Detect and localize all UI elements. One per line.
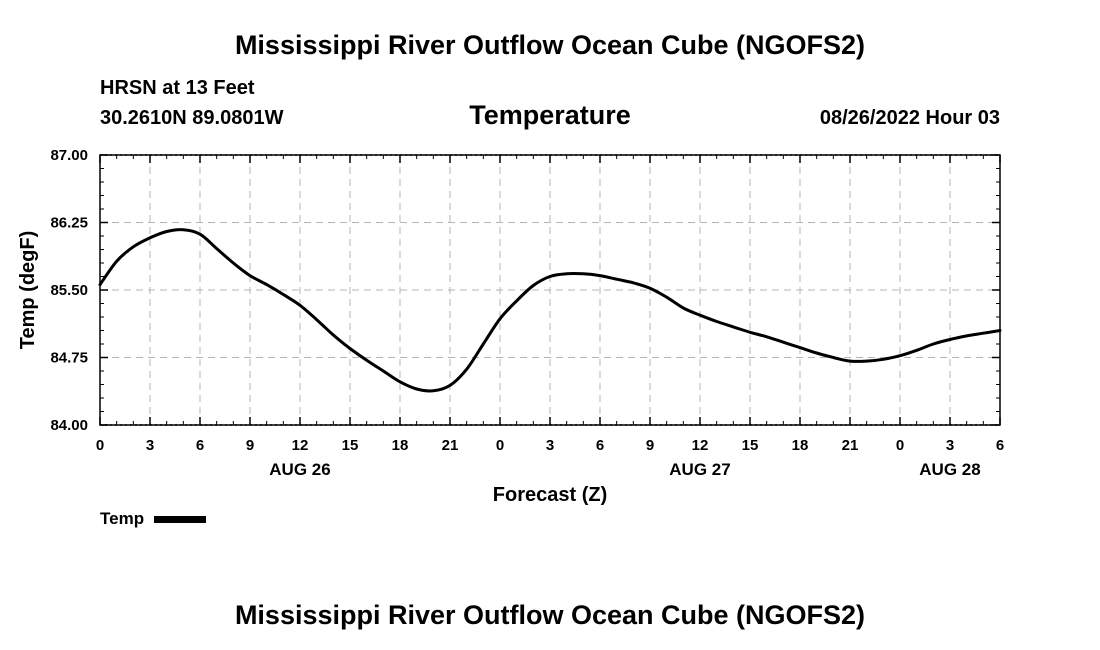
y-tick-label: 84.75 [50, 350, 88, 367]
chart-title-top: Mississippi River Outflow Ocean Cube (NG… [234, 30, 866, 60]
x-tick-label: 12 [692, 437, 709, 454]
y-tick-label: 84.00 [50, 417, 88, 434]
series-line-temp [98, 228, 1002, 393]
x-tick-label: 9 [246, 437, 254, 454]
x-tick-label: 6 [996, 437, 1004, 454]
x-tick-label: 9 [646, 437, 654, 454]
y-tick-label: 86.25 [50, 215, 88, 232]
coordinates-label: 30.2610N 89.0801W [100, 107, 284, 129]
grid-layer [100, 154, 1000, 426]
x-date-label: AUG 27 [669, 460, 730, 479]
x-tick-label: 12 [292, 437, 309, 454]
x-tick-label: 15 [342, 437, 359, 454]
label-layer: 0 3 6 9 12 15 18 21 0 3 6 9 12 15 18 21 0 3 6 84.00 84.75 85.… [50, 147, 1004, 479]
chart-subtitle: Temperature [469, 100, 631, 130]
x-tick-label: 0 [96, 437, 104, 454]
chart-title-bottom: Mississippi River Outflow Ocean Cube (NG… [234, 600, 866, 630]
x-tick-label: 0 [896, 437, 904, 454]
y-tick-label: 85.50 [50, 282, 88, 299]
forecast-datetime: 08/26/2022 Hour 03 [819, 107, 1000, 129]
legend-swatch-temp [154, 515, 207, 523]
y-tick-label: 87.00 [50, 147, 88, 164]
x-date-label: AUG 26 [269, 460, 330, 479]
x-tick-label: 18 [392, 437, 409, 454]
x-tick-label: 6 [196, 437, 204, 454]
x-tick-label: 6 [596, 437, 604, 454]
station-label: HRSN at 13 Feet [100, 77, 255, 99]
x-tick-label: 0 [496, 437, 504, 454]
x-tick-label: 3 [146, 437, 154, 454]
x-tick-label: 21 [442, 437, 459, 454]
y-axis-title: Temp (degF) [17, 231, 39, 350]
x-date-label: AUG 28 [919, 460, 980, 479]
x-tick-label: 18 [792, 437, 809, 454]
x-tick-label: 3 [546, 437, 554, 454]
x-axis-title: Forecast (Z) [493, 484, 607, 506]
tick-layer [99, 154, 1001, 426]
legend: Temp [100, 509, 207, 529]
x-tick-label: 3 [946, 437, 954, 454]
x-tick-label: 15 [742, 437, 759, 454]
legend-label-temp: Temp [100, 509, 145, 528]
x-tick-label: 21 [842, 437, 859, 454]
temperature-line-chart: 0 3 6 9 12 15 18 21 0 3 6 9 12 15 18 21 0 3 6 84.00 84.75 85.… [17, 147, 1004, 506]
